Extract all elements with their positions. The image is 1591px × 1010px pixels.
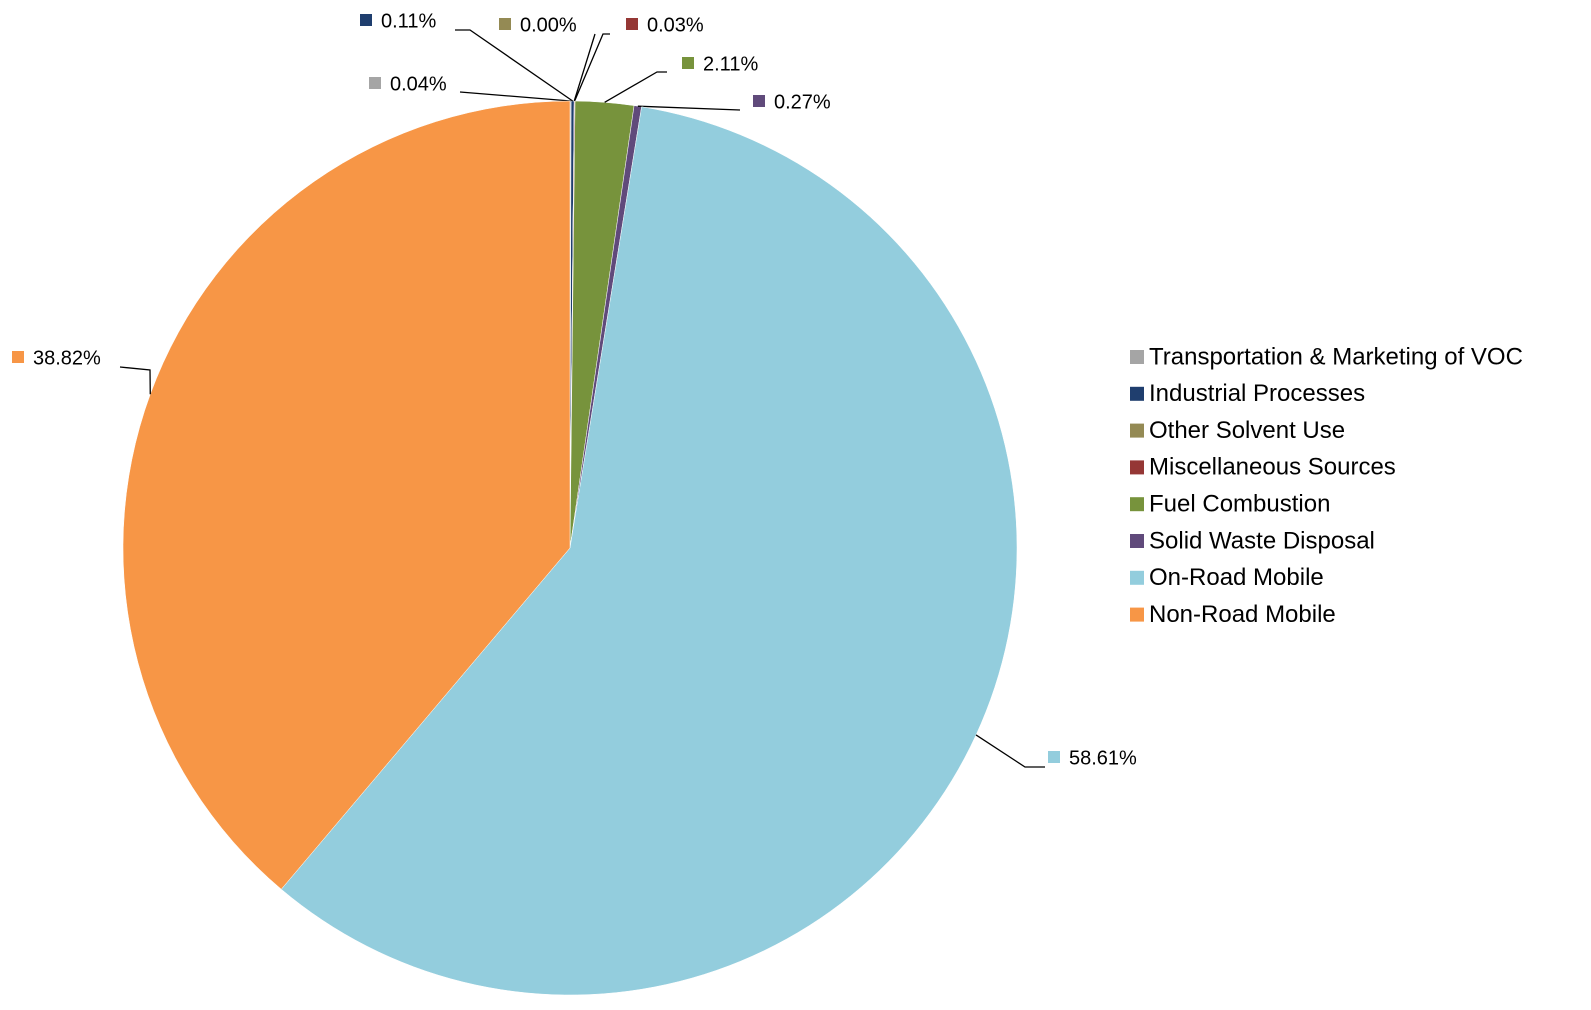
legend-label: Solid Waste Disposal	[1149, 527, 1375, 554]
data-label: 2.11%	[703, 53, 758, 75]
data-label: 0.00%	[520, 14, 577, 36]
legend-label: Fuel Combustion	[1149, 491, 1330, 518]
legend-swatch	[1130, 423, 1144, 438]
legend-swatch	[1130, 534, 1144, 548]
legend-swatch	[1130, 497, 1144, 512]
data-label: 38.82%	[33, 347, 101, 369]
leader-line	[975, 734, 1045, 768]
legend-swatch	[1130, 607, 1144, 622]
label-marker	[753, 95, 765, 107]
label-marker	[12, 351, 24, 363]
leader-line	[119, 366, 151, 395]
label-marker	[360, 14, 372, 26]
leader-line	[637, 105, 741, 111]
leader-line	[604, 71, 667, 103]
legend-label: Non-Road Mobile	[1149, 601, 1336, 628]
label-marker	[369, 77, 381, 89]
leader-line	[459, 91, 571, 102]
label-marker	[626, 18, 638, 30]
legend-label: Transportation & Marketing of VOC	[1149, 343, 1523, 370]
label-marker	[682, 57, 694, 69]
legend-swatch	[1130, 350, 1144, 364]
leader-line	[573, 33, 596, 102]
leader-line	[455, 29, 574, 102]
legend-label: On-Road Mobile	[1149, 564, 1324, 591]
data-label: 0.03%	[647, 14, 704, 36]
legend-label: Industrial Processes	[1149, 380, 1365, 407]
pie-slice	[122, 100, 571, 890]
label-marker	[499, 18, 511, 30]
leader-line	[574, 33, 610, 102]
label-marker	[1048, 751, 1060, 763]
legend-label: Other Solvent Use	[1149, 417, 1345, 444]
data-label: 0.27%	[774, 91, 831, 113]
legend-label: Miscellaneous Sources	[1149, 454, 1396, 481]
data-label: 58.61%	[1069, 747, 1137, 769]
data-label: 0.11%	[381, 10, 436, 32]
data-label: 0.04%	[390, 73, 447, 95]
legend-swatch	[1130, 460, 1144, 475]
legend-swatch	[1130, 570, 1144, 585]
legend-swatch	[1130, 386, 1144, 401]
